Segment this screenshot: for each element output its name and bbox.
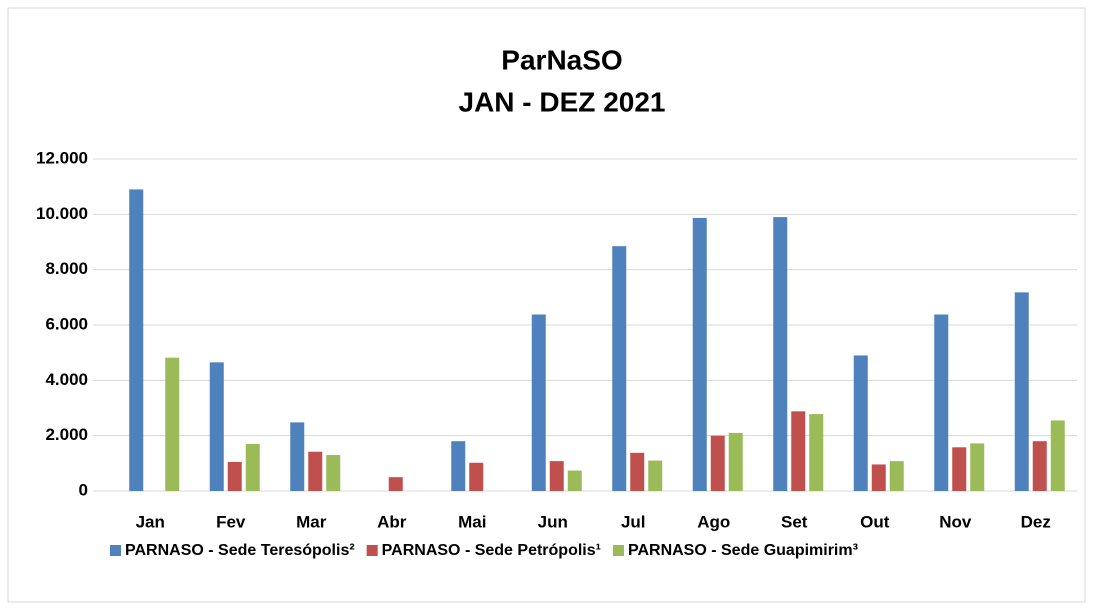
bar — [245, 443, 260, 491]
bar — [871, 464, 886, 491]
bar — [970, 443, 985, 491]
bar — [469, 462, 484, 491]
bar — [209, 362, 224, 491]
bar — [773, 217, 788, 491]
y-tick-label: 6.000 — [45, 314, 88, 333]
y-tick-label: 12.000 — [36, 148, 88, 167]
x-tick-label: Mar — [296, 512, 327, 531]
x-tick-label: Mai — [458, 512, 486, 531]
y-tick-label: 4.000 — [45, 370, 88, 389]
chart-title: ParNaSO — [501, 44, 622, 75]
x-tick-label: Out — [860, 512, 890, 531]
y-tick-label: 10.000 — [36, 204, 88, 223]
bar — [853, 355, 868, 491]
legend-label: PARNASO - Sede Petrópolis¹ — [382, 542, 601, 559]
x-tick-label: Ago — [697, 512, 730, 531]
x-tick-label: Jan — [136, 512, 165, 531]
y-tick-label: 8.000 — [45, 259, 88, 278]
bar — [290, 422, 305, 491]
x-tick-label: Set — [781, 512, 808, 531]
x-tick-label: Jul — [621, 512, 646, 531]
y-tick-label: 2.000 — [45, 425, 88, 444]
y-tick-label: 0 — [79, 480, 88, 499]
bar — [451, 441, 466, 491]
chart-frame — [7, 7, 1086, 603]
legend-label: PARNASO - Sede Guapimirim³ — [628, 542, 858, 559]
chart-subtitle: JAN - DEZ 2021 — [459, 86, 666, 117]
bar — [952, 447, 967, 491]
legend-swatch — [612, 545, 624, 556]
x-tick-label: Jun — [538, 512, 568, 531]
bar — [531, 314, 546, 491]
bar — [791, 411, 806, 491]
x-tick-label: Nov — [939, 512, 972, 531]
bar — [129, 189, 144, 491]
bar — [728, 432, 743, 491]
bar — [326, 455, 341, 491]
bar — [630, 452, 645, 491]
bar — [710, 435, 725, 491]
legend-swatch — [366, 545, 378, 556]
bar — [227, 461, 242, 491]
bar — [934, 314, 949, 491]
bar — [165, 357, 180, 491]
bar — [388, 477, 403, 491]
bar — [567, 470, 582, 491]
x-tick-label: Dez — [1021, 512, 1051, 531]
bar — [809, 414, 824, 491]
bar — [889, 461, 904, 491]
legend-swatch — [110, 545, 121, 556]
x-tick-label: Abr — [377, 512, 407, 531]
bar — [1050, 420, 1065, 491]
bar — [648, 460, 663, 491]
bar — [1032, 441, 1047, 491]
x-tick-label: Fev — [216, 512, 246, 531]
bar — [612, 246, 627, 491]
bar — [549, 461, 564, 491]
bar — [692, 217, 707, 491]
bar — [1014, 292, 1029, 491]
bar — [308, 451, 323, 491]
legend-label: PARNASO - Sede Teresópolis² — [125, 542, 355, 559]
